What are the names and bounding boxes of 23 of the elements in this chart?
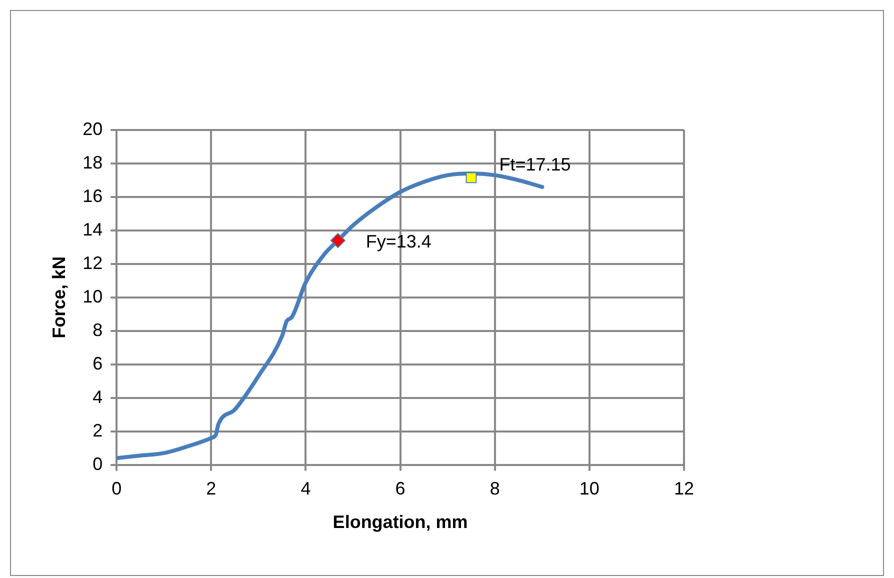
y-tick-label: 16: [82, 186, 103, 206]
y-axis-title: Force, kN: [48, 256, 69, 338]
y-tick-label: 10: [82, 286, 103, 306]
y-tick-label: 6: [92, 353, 103, 374]
y-tick-label: 4: [92, 386, 103, 407]
x-tick-label: 12: [674, 478, 694, 499]
x-tick-label: 0: [112, 478, 122, 499]
y-tick-label: 8: [92, 320, 103, 340]
x-tick-label: 6: [395, 478, 406, 499]
x-tick-label: 10: [579, 478, 600, 499]
y-tick-label: 0: [92, 454, 103, 474]
line-series: [116, 172, 544, 460]
annotation: Fy=13.4: [366, 231, 432, 252]
x-axis-title: Elongation, mm: [332, 512, 468, 532]
y-tick-label: 14: [82, 219, 103, 240]
x-tick-label: 8: [490, 478, 500, 499]
y-tick-label: 2: [92, 420, 103, 440]
x-tick-label: 4: [300, 478, 311, 499]
y-tick-label: 18: [82, 152, 103, 172]
y-tick-label: 12: [82, 252, 103, 273]
annotation: Ft=17.15: [499, 154, 571, 175]
x-tick-label: 2: [206, 478, 216, 499]
y-tick-label: 20: [82, 118, 103, 139]
